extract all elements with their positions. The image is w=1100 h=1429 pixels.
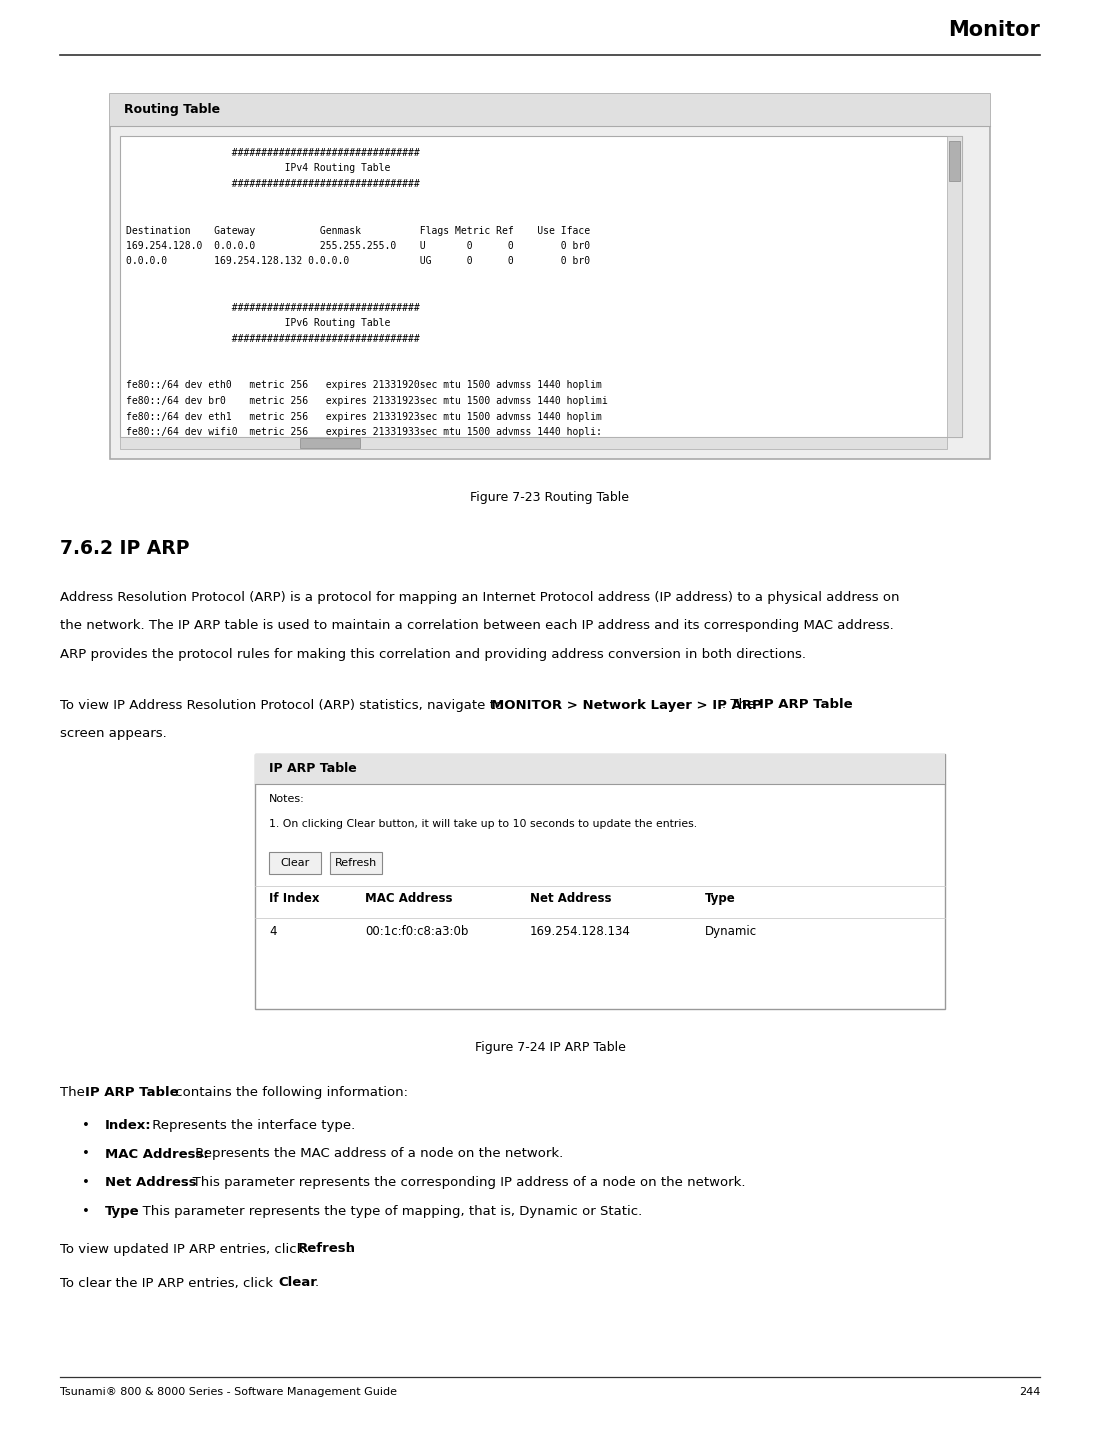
FancyBboxPatch shape — [947, 136, 962, 437]
Text: The: The — [60, 1086, 89, 1099]
Text: .: . — [348, 1242, 352, 1256]
Text: MAC Address:: MAC Address: — [104, 1147, 209, 1160]
Text: To view updated IP ARP entries, click: To view updated IP ARP entries, click — [60, 1242, 309, 1256]
Text: ################################: ################################ — [126, 334, 420, 344]
Text: the network. The IP ARP table is used to maintain a correlation between each IP : the network. The IP ARP table is used to… — [60, 620, 893, 633]
Text: MONITOR > Network Layer > IP ARP: MONITOR > Network Layer > IP ARP — [492, 699, 762, 712]
FancyBboxPatch shape — [255, 755, 945, 1009]
Text: : This parameter represents the type of mapping, that is, Dynamic or Static.: : This parameter represents the type of … — [134, 1205, 642, 1218]
FancyBboxPatch shape — [110, 94, 990, 459]
Text: Notes:: Notes: — [270, 795, 305, 805]
Text: To view IP Address Resolution Protocol (ARP) statistics, navigate to: To view IP Address Resolution Protocol (… — [60, 699, 507, 712]
Text: 1. On clicking Clear button, it will take up to 10 seconds to update the entries: 1. On clicking Clear button, it will tak… — [270, 819, 697, 829]
FancyBboxPatch shape — [300, 439, 360, 449]
Text: Represents the interface type.: Represents the interface type. — [148, 1119, 355, 1132]
Text: Type: Type — [104, 1205, 140, 1218]
Text: Address Resolution Protocol (ARP) is a protocol for mapping an Internet Protocol: Address Resolution Protocol (ARP) is a p… — [60, 592, 900, 604]
Text: Destination    Gateway           Genmask          Flags Metric Ref    Use Iface: Destination Gateway Genmask Flags Metric… — [126, 226, 590, 236]
Text: Net Address: Net Address — [104, 1176, 197, 1189]
FancyBboxPatch shape — [110, 94, 990, 126]
Text: fe80::/64 dev wifi0  metric 256   expires 21331933sec mtu 1500 advmss 1440 hopli: fe80::/64 dev wifi0 metric 256 expires 2… — [126, 427, 602, 437]
Text: fe80::/64 dev br0    metric 256   expires 21331923sec mtu 1500 advmss 1440 hopli: fe80::/64 dev br0 metric 256 expires 213… — [126, 396, 607, 406]
Text: 169.254.128.134: 169.254.128.134 — [530, 925, 631, 937]
Text: contains the following information:: contains the following information: — [172, 1086, 408, 1099]
Text: Clear: Clear — [278, 1276, 318, 1289]
Text: 4: 4 — [270, 925, 276, 937]
FancyBboxPatch shape — [949, 141, 960, 181]
Text: To clear the IP ARP entries, click: To clear the IP ARP entries, click — [60, 1276, 277, 1289]
Text: IP ARP Table: IP ARP Table — [270, 763, 356, 776]
Text: If Index: If Index — [270, 892, 319, 905]
Text: fe80::/64 dev eth0   metric 256   expires 21331920sec mtu 1500 advmss 1440 hopli: fe80::/64 dev eth0 metric 256 expires 21… — [126, 380, 602, 390]
Text: ################################: ################################ — [126, 179, 420, 189]
Text: Tsunami® 800 & 8000 Series - Software Management Guide: Tsunami® 800 & 8000 Series - Software Ma… — [60, 1388, 397, 1398]
Text: •: • — [82, 1147, 90, 1160]
Text: Refresh: Refresh — [297, 1242, 355, 1256]
Text: IP ARP Table: IP ARP Table — [85, 1086, 178, 1099]
Text: •: • — [82, 1119, 90, 1132]
Text: Figure 7-23 Routing Table: Figure 7-23 Routing Table — [471, 492, 629, 504]
Text: .: . — [315, 1276, 319, 1289]
Text: 7.6.2 IP ARP: 7.6.2 IP ARP — [60, 539, 189, 557]
Text: Dynamic: Dynamic — [705, 925, 757, 937]
FancyBboxPatch shape — [120, 437, 947, 449]
Text: ARP provides the protocol rules for making this correlation and providing addres: ARP provides the protocol rules for maki… — [60, 647, 806, 662]
Text: Figure 7-24 IP ARP Table: Figure 7-24 IP ARP Table — [474, 1040, 626, 1055]
Text: •: • — [82, 1176, 90, 1189]
Text: IPv6 Routing Table: IPv6 Routing Table — [126, 319, 390, 329]
Text: ################################: ################################ — [126, 303, 420, 313]
Text: IP ARP Table: IP ARP Table — [759, 699, 852, 712]
Text: fe80::/64 dev eth1   metric 256   expires 21331923sec mtu 1500 advmss 1440 hopli: fe80::/64 dev eth1 metric 256 expires 21… — [126, 412, 602, 422]
Text: IPv4 Routing Table: IPv4 Routing Table — [126, 163, 390, 173]
Text: Routing Table: Routing Table — [124, 103, 220, 117]
FancyBboxPatch shape — [255, 755, 945, 785]
Text: : This parameter represents the corresponding IP address of a node on the networ: : This parameter represents the correspo… — [184, 1176, 746, 1189]
Text: Represents the MAC address of a node on the network.: Represents the MAC address of a node on … — [191, 1147, 563, 1160]
Text: Net Address: Net Address — [530, 892, 612, 905]
Text: . The: . The — [722, 699, 759, 712]
Text: Index:: Index: — [104, 1119, 152, 1132]
FancyBboxPatch shape — [330, 852, 382, 875]
Text: Type: Type — [705, 892, 736, 905]
Text: 244: 244 — [1019, 1388, 1040, 1398]
Text: •: • — [82, 1205, 90, 1218]
Text: Clear: Clear — [280, 857, 309, 867]
Text: 169.254.128.0  0.0.0.0           255.255.255.0    U       0      0        0 br0: 169.254.128.0 0.0.0.0 255.255.255.0 U 0 … — [126, 242, 590, 252]
Text: 0.0.0.0        169.254.128.132 0.0.0.0            UG      0      0        0 br0: 0.0.0.0 169.254.128.132 0.0.0.0 UG 0 0 0… — [126, 256, 590, 266]
Text: ################################: ################################ — [126, 149, 420, 159]
Text: Refresh: Refresh — [334, 857, 377, 867]
Text: MAC Address: MAC Address — [365, 892, 452, 905]
Text: 00:1c:f0:c8:a3:0b: 00:1c:f0:c8:a3:0b — [365, 925, 469, 937]
FancyBboxPatch shape — [270, 852, 321, 875]
Text: Monitor: Monitor — [948, 20, 1040, 40]
FancyBboxPatch shape — [120, 136, 962, 437]
Text: screen appears.: screen appears. — [60, 727, 167, 740]
